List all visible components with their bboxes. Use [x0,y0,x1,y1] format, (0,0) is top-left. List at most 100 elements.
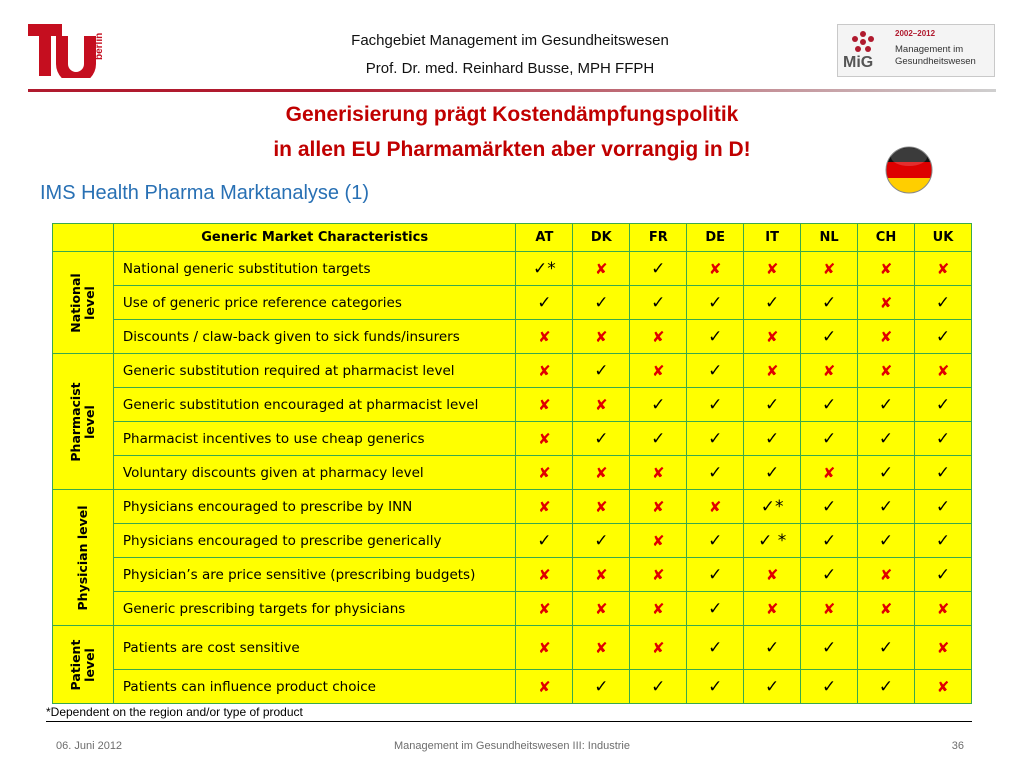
cross-icon: ✘ [538,565,551,584]
mark-cell: ✓ [686,625,745,670]
cross-icon: ✘ [879,565,893,584]
mark-cell: ✓ [572,421,631,456]
cross-icon: ✘ [595,327,608,346]
check-icon: ✓ [708,428,723,449]
mark-cell: ✘ [629,353,688,388]
cross-icon: ✘ [595,259,608,278]
check-icon: ✓ [765,394,780,415]
check-icon: ✓ [765,428,780,449]
criterion-label: Discounts / claw-back given to sick fund… [112,319,517,354]
cross-icon: ✘ [765,565,779,584]
cross-icon: ✘ [651,497,665,516]
check-icon: ✓ [821,564,837,585]
cross-icon: ✘ [708,259,722,278]
check-icon: ✓ [935,428,951,449]
mark-cell: ✘ [572,489,631,524]
header-country: DE [686,223,745,252]
check-icon: ✓ [821,394,837,415]
check-icon: ✓ [708,292,723,313]
mark-cell: ✓ [913,523,973,558]
mark-cell: ✘ [743,557,802,592]
mark-cell: ✘ [857,557,915,592]
mig-short: MiG [843,54,874,71]
mark-cell: ✓ [913,285,973,320]
check-icon: ✓ [537,292,552,313]
mark-cell: ✓ [857,387,915,422]
mig-name-line2: Gesundheitswesen [895,56,976,67]
cross-icon: ✘ [651,463,665,482]
mark-cell: ✘ [800,591,859,626]
mig-logo: MiG 2002–2012 Management im Gesundheitsw… [837,24,995,77]
mark-cell: ✓ [572,285,631,320]
mark-cell: ✓ [800,319,859,354]
table-row: Physicians encouraged to prescribe gener… [53,523,973,558]
check-icon: ✓ [935,564,951,585]
table-row: Discounts / claw-back given to sick fund… [53,319,973,354]
cross-icon: ✘ [879,259,893,278]
mark-cell: ✘ [857,591,915,626]
cross-icon: ✘ [538,638,551,657]
criterion-label: Use of generic price reference categorie… [112,285,517,320]
check-icon: ✓ [878,637,894,658]
mark-cell: ✓ [857,421,915,456]
mark-cell: ✘ [743,591,802,626]
check-icon: ✓ [708,676,723,697]
cross-icon: ✘ [765,361,779,380]
check-icon: ✓ [878,462,894,483]
mark-cell: ✓ [913,421,973,456]
cross-icon: ✘ [822,361,836,380]
mark-cell: ✓ [743,421,802,456]
check-icon: ✓ [765,462,780,483]
mark-cell: ✘ [515,387,574,422]
cross-icon: ✘ [936,638,950,657]
cross-icon: ✘ [538,361,551,380]
mark-cell: ✘ [572,557,631,592]
criterion-label: Patients can influence product choice [112,669,517,704]
mark-cell: ✓* [743,489,802,524]
cross-icon: ✘ [879,293,893,312]
check-icon: ✓ [821,428,837,449]
mark-cell: ✓ [515,523,574,558]
mark-cell: ✓ [800,625,859,670]
check-icon: ✓ [594,676,609,697]
mark-cell: ✓ [686,557,745,592]
header-country: NL [800,223,859,252]
mark-cell: ✓ [743,455,802,490]
mark-cell: ✘ [515,455,574,490]
mark-cell: ✘ [572,625,631,670]
criterion-label: Generic substitution encouraged at pharm… [112,387,517,422]
mark-cell: ✘ [800,455,859,490]
mark-cell: ✓ * [743,523,802,558]
header-country: DK [572,223,631,252]
cross-icon: ✘ [538,677,551,696]
check-icon: ✓ [594,428,609,449]
mark-cell: ✘ [629,523,688,558]
cross-icon: ✘ [651,638,665,657]
header-country: CH [857,223,915,252]
footer-date: 06. Juni 2012 [56,740,123,752]
mark-cell: ✘ [857,319,915,354]
check-icon: ✓ [878,496,894,517]
mark-cell: ✓ [686,523,745,558]
cross-icon: ✘ [595,599,608,618]
check-icon: ✓ [935,496,951,517]
mark-cell: ✓ [800,557,859,592]
table-row: Generic substitution encouraged at pharm… [53,387,973,422]
check-icon: ✓ [821,496,837,517]
check-icon: ✓ [878,530,894,551]
mark-cell: ✓ [913,319,973,354]
check-icon: ✓ [708,598,723,619]
mark-cell: ✘ [515,625,574,670]
mark-cell: ✘ [629,591,688,626]
chair-name: Fachgebiet Management im Gesundheitswese… [351,32,669,49]
criterion-label: Generic prescribing targets for physicia… [112,591,517,626]
group-label: Physician level [74,505,90,610]
mark-cell: ✘ [629,455,688,490]
check-icon: ✓ [878,676,894,697]
criterion-label: Physicians encouraged to prescribe gener… [112,523,517,558]
header-divider [28,89,996,92]
mark-cell: ✓ [800,523,859,558]
check-icon: ✓ [878,428,894,449]
table-row: National level National generic substitut… [52,251,973,354]
mark-cell: ✓ [686,421,745,456]
